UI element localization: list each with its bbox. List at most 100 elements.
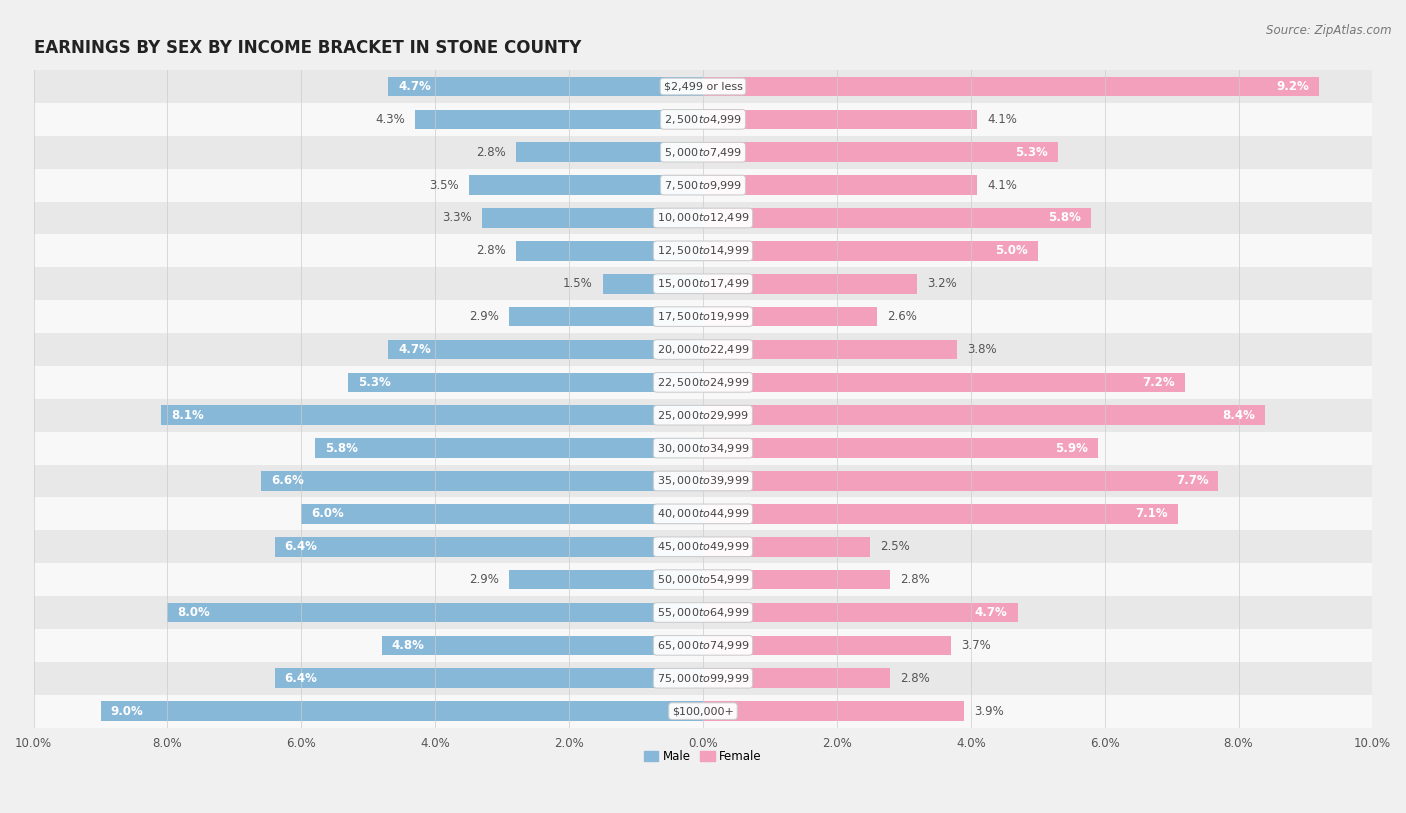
Bar <box>703 537 870 557</box>
Bar <box>509 307 703 327</box>
Bar <box>703 602 1018 623</box>
Bar <box>34 136 1372 168</box>
Text: $40,000 to $44,999: $40,000 to $44,999 <box>657 507 749 520</box>
Text: 5.3%: 5.3% <box>1015 146 1047 159</box>
Text: 4.8%: 4.8% <box>392 639 425 652</box>
Bar <box>34 333 1372 366</box>
Text: $100,000+: $100,000+ <box>672 706 734 716</box>
Text: $75,000 to $99,999: $75,000 to $99,999 <box>657 672 749 685</box>
Text: 4.1%: 4.1% <box>987 113 1018 126</box>
Text: 2.5%: 2.5% <box>880 541 910 554</box>
Bar <box>34 103 1372 136</box>
Text: 6.4%: 6.4% <box>284 672 318 685</box>
Text: EARNINGS BY SEX BY INCOME BRACKET IN STONE COUNTY: EARNINGS BY SEX BY INCOME BRACKET IN STO… <box>34 39 581 58</box>
Bar <box>34 530 1372 563</box>
Text: 6.4%: 6.4% <box>284 541 318 554</box>
Text: 3.5%: 3.5% <box>429 179 458 192</box>
Text: $17,500 to $19,999: $17,500 to $19,999 <box>657 310 749 323</box>
Text: $10,000 to $12,499: $10,000 to $12,499 <box>657 211 749 224</box>
Bar <box>703 372 1185 392</box>
Bar <box>34 432 1372 464</box>
Bar <box>516 142 703 162</box>
Bar <box>703 76 1319 97</box>
Text: 5.8%: 5.8% <box>1049 211 1081 224</box>
Bar <box>34 234 1372 267</box>
Bar <box>34 694 1372 728</box>
Bar <box>415 110 703 129</box>
Text: 6.0%: 6.0% <box>311 507 344 520</box>
Text: $7,500 to $9,999: $7,500 to $9,999 <box>664 179 742 192</box>
Bar <box>603 274 703 293</box>
Bar <box>703 636 950 655</box>
Text: $30,000 to $34,999: $30,000 to $34,999 <box>657 441 749 454</box>
Text: 8.0%: 8.0% <box>177 606 211 619</box>
Bar <box>262 472 703 491</box>
Text: 3.8%: 3.8% <box>967 343 997 356</box>
Text: 5.8%: 5.8% <box>325 441 357 454</box>
Bar <box>34 267 1372 300</box>
Text: $15,000 to $17,499: $15,000 to $17,499 <box>657 277 749 290</box>
Bar <box>34 629 1372 662</box>
Bar <box>703 241 1038 261</box>
Text: $2,500 to $4,999: $2,500 to $4,999 <box>664 113 742 126</box>
Bar <box>703 472 1219 491</box>
Text: 7.2%: 7.2% <box>1142 376 1175 389</box>
Text: 9.2%: 9.2% <box>1277 80 1309 93</box>
Text: 8.1%: 8.1% <box>170 409 204 422</box>
Bar <box>703 702 965 721</box>
Text: 4.7%: 4.7% <box>398 80 432 93</box>
Text: 2.8%: 2.8% <box>475 245 506 258</box>
Bar <box>34 662 1372 694</box>
Bar <box>703 504 1178 524</box>
Text: 9.0%: 9.0% <box>111 705 143 718</box>
Bar <box>34 399 1372 432</box>
Bar <box>100 702 703 721</box>
Text: 2.8%: 2.8% <box>900 672 931 685</box>
Bar <box>703 340 957 359</box>
Text: 7.7%: 7.7% <box>1175 475 1208 488</box>
Bar <box>301 504 703 524</box>
Text: 3.2%: 3.2% <box>928 277 957 290</box>
Text: $5,000 to $7,499: $5,000 to $7,499 <box>664 146 742 159</box>
Text: $25,000 to $29,999: $25,000 to $29,999 <box>657 409 749 422</box>
Bar <box>34 366 1372 399</box>
Text: 3.3%: 3.3% <box>443 211 472 224</box>
Bar <box>703 307 877 327</box>
Bar <box>388 76 703 97</box>
Bar <box>167 602 703 623</box>
Bar <box>703 570 890 589</box>
Text: 4.7%: 4.7% <box>974 606 1008 619</box>
Bar <box>34 563 1372 596</box>
Text: $2,499 or less: $2,499 or less <box>664 81 742 92</box>
Bar <box>34 168 1372 202</box>
Text: 5.3%: 5.3% <box>359 376 391 389</box>
Bar <box>34 202 1372 234</box>
Text: 4.7%: 4.7% <box>398 343 432 356</box>
Bar <box>703 438 1098 458</box>
Text: 2.9%: 2.9% <box>470 573 499 586</box>
Text: 3.7%: 3.7% <box>960 639 990 652</box>
Text: 2.6%: 2.6% <box>887 310 917 323</box>
Text: $45,000 to $49,999: $45,000 to $49,999 <box>657 541 749 554</box>
Bar <box>703 668 890 688</box>
Bar <box>34 498 1372 530</box>
Text: $35,000 to $39,999: $35,000 to $39,999 <box>657 475 749 488</box>
Text: 8.4%: 8.4% <box>1222 409 1256 422</box>
Text: 5.0%: 5.0% <box>995 245 1028 258</box>
Text: 4.3%: 4.3% <box>375 113 405 126</box>
Text: 2.8%: 2.8% <box>900 573 931 586</box>
Bar <box>160 406 703 425</box>
Bar <box>34 70 1372 103</box>
Bar <box>703 176 977 195</box>
Text: 6.6%: 6.6% <box>271 475 304 488</box>
Bar <box>381 636 703 655</box>
Bar <box>388 340 703 359</box>
Text: 4.1%: 4.1% <box>987 179 1018 192</box>
Bar <box>703 208 1091 228</box>
Bar <box>703 274 917 293</box>
Bar <box>274 668 703 688</box>
Bar <box>34 464 1372 498</box>
Text: 1.5%: 1.5% <box>562 277 592 290</box>
Bar <box>703 406 1265 425</box>
Bar <box>509 570 703 589</box>
